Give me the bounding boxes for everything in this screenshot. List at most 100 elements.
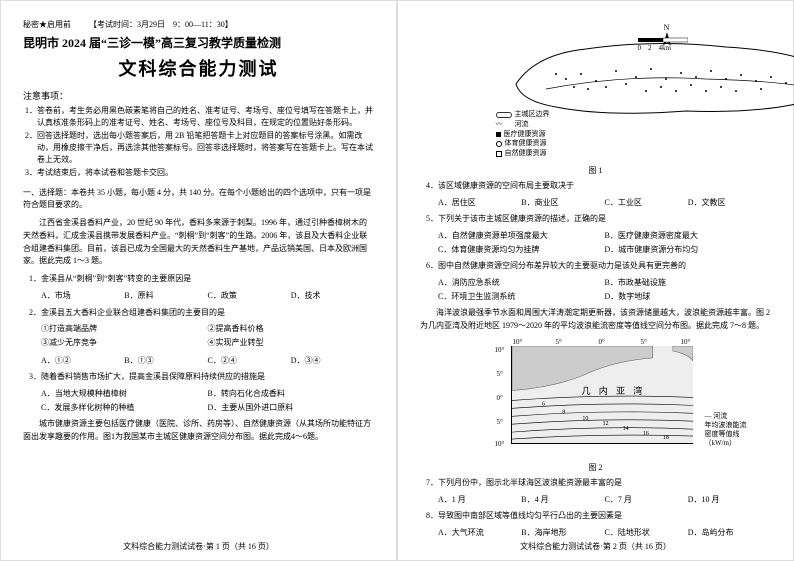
option: D．10 月 [688,493,771,507]
exam-title-2: 文科综合能力测试 [23,55,374,81]
option: A．大气环流 [438,526,521,540]
option: B．转向石化合成香料 [208,387,375,401]
q2-stem: 2．金溪县五大香料企业联合组建香料集团的主要目的是 [29,307,374,320]
option: ③减少无序竞争 [41,336,208,350]
option: ①打造高端品牌 [41,322,208,336]
page-2: N 0 2 4km 主城区边界 〰河流 医疗健康资源 体育健康资源 自然健康资源… [397,0,794,561]
x-tick: 5° [641,338,647,346]
y-tick: 5° [497,370,503,378]
page-footer-1: 文科综合能力测试试卷·第 1 页（共 16 页） [1,541,396,552]
passage-3: 海洋波浪最强季节水面和周围大洋涛潮定期更新器，该资源储量越大，波浪能资源越丰富。… [420,307,771,333]
chart-axes: 6 8 10 12 14 16 18 几 内 亚 湾 [511,346,693,444]
figure-1-label: 图 1 [420,165,771,176]
contour-label: 8 [562,409,565,415]
passage-2: 城市健康资源主要包括医疗健康（医院、诊所、药房等）、自然健康资源（从其场所功能特… [23,418,374,444]
option: A．1 月 [438,493,521,507]
option: C．政策 [208,289,291,303]
legend-item: 〰河流 [496,120,550,130]
option: A．自然健康资源单项强度最大 [438,229,605,243]
exam-title-1: 昆明市 2024 届“三诊一模”高三复习教学质量检测 [23,34,374,51]
gulf-label: 几 内 亚 湾 [582,384,646,397]
square-icon [496,151,502,157]
option: B．原料 [124,289,207,303]
contour-label: 18 [662,435,668,441]
y-tick: 5° [497,418,503,426]
part1-heading: 一、选择题：本卷共 35 小题，每小题 4 分，共 140 分。在每个小题给出的… [23,187,374,211]
chart-legend: — 河流 年均波浪能流密度等值线（kW/m） [705,412,753,448]
legend-item: 主城区边界 [496,110,550,120]
option: A．消防应急系统 [438,276,605,290]
x-tick: 5° [556,338,562,346]
y-tick: 0° [497,394,503,402]
option: D．岛屿分布 [688,526,771,540]
option: C．工业区 [605,196,688,210]
note-item: 2．回答选择题时，选出每小题答案后，用 2B 铅笔把答题卡上对应题目的答案标号涂… [37,130,374,166]
q4-options: A．居住区 B．商业区 C．工业区 D．文教区 [438,196,771,210]
q6-options: A．消防应急系统 B．市政基础设施 C．环境卫生监测系统 D．数字地球 [438,276,771,303]
figure-2-label: 图 2 [420,462,771,473]
legend-label: 主城区边界 [515,110,550,120]
legend-river-label: 河流 [713,412,727,420]
option: D．③④ [291,354,374,368]
option: B．海岸地形 [521,526,604,540]
q8-stem: 8．导致图中南部区域等值线均匀平行凸出的主要因素是 [426,510,771,523]
option: C．发展多样化树种的种植 [41,401,208,415]
option: C．体育健康资源均匀为挂牌 [438,243,605,257]
contour-label: 16 [642,431,648,437]
header-meta: 秘密★启用前 【考试时间：3月29日 9：00—11：30】 [23,19,374,30]
secret-label: 秘密★启用前 [23,20,71,29]
option: ②提高香料价格 [208,322,375,336]
legend-item: 体育健康资源 [496,139,550,149]
figure-1-map: N 0 2 4km 主城区边界 〰河流 医疗健康资源 体育健康资源 自然健康资源 [496,19,696,159]
option: D．文教区 [688,196,771,210]
option: B．①③ [124,354,207,368]
option: D．技术 [291,289,374,303]
note-item: 3．考试结束后，将本试卷和答题卡交回。 [37,167,374,179]
q5-stem: 5．下列关于该市主城区健康资源的描述，正确的是 [426,213,771,226]
y-tick: 10° [495,440,505,448]
q8-options: A．大气环流 B．海岸地形 C．陆地形状 D．岛屿分布 [438,526,771,540]
notes-label: 注意事项： [23,89,374,102]
option: C．②④ [208,354,291,368]
q1-options: A．市场 B．原料 C．政策 D．技术 [41,289,374,303]
option: A．居住区 [438,196,521,210]
option: D．城市健康资源分布均匀 [605,243,772,257]
notes-list: 1．答卷前，考生务必用黑色碳素笔将自己的姓名、准考证号、考场号、座位号填写在答题… [23,105,374,179]
legend-label: 自然健康资源 [505,149,547,159]
q5-options: A．自然健康资源单项强度最大 B．医疗健康资源密度最大 C．体育健康资源均匀为挂… [438,229,771,256]
option: B．医疗健康资源密度最大 [605,229,772,243]
q3-stem: 3．随着香料销售市场扩大，提高金溪县保障原料持续供应的措施是 [29,371,374,384]
option: B．商业区 [521,196,604,210]
q2-statements: ①打造高端品牌 ②提高香料价格 ③减少无序竞争 ④实现产业转型 [41,322,374,349]
q4-stem: 4．该区域健康资源的空间布局主要取决于 [426,180,771,193]
option: B．4 月 [521,493,604,507]
passage-1: 江西省金溪县香料产业，20 世纪 90 年代，香料多来源于刺梨。1996 年，通… [23,217,374,268]
q7-options: A．1 月 B．4 月 C．7 月 D．10 月 [438,493,771,507]
circle-icon [496,141,502,147]
option: C．环境卫生监测系统 [438,290,605,304]
q1-stem: 1．金溪县从“刺桐”到“刺客”转变的主要原因是 [29,273,374,286]
x-tick: 10° [681,338,691,346]
map-legend: 主城区边界 〰河流 医疗健康资源 体育健康资源 自然健康资源 [496,110,550,159]
option: C．7 月 [605,493,688,507]
option: ④实现产业转型 [208,336,375,350]
q7-stem: 7．下列月份中，图示北半球海区波浪能资源最丰富的是 [426,477,771,490]
y-tick: 10° [495,346,505,354]
legend-item: 医疗健康资源 [496,130,550,140]
x-tick: 0° [599,338,605,346]
contour-label: 10 [582,416,588,422]
option: A．市场 [41,289,124,303]
option: B．市政基础设施 [605,276,772,290]
option: D．主要从国外进口原料 [208,401,375,415]
q2-options: A．①② B．①③ C．②④ D．③④ [41,354,374,368]
dot-icon [496,132,501,137]
q6-stem: 6．图中自然健康资源空间分布差异较大的主要驱动力是该处具有更完善的 [426,260,771,273]
exam-time: 【考试时间：3月29日 9：00—11：30】 [89,20,233,29]
contour-label: 14 [622,426,628,432]
note-item: 1．答卷前，考生务必用黑色碳素笔将自己的姓名、准考证号、考场号、座位号填写在答题… [37,105,374,129]
figure-2-chart: 6 8 10 12 14 16 18 几 内 亚 湾 10° 5° 0° 5° … [491,338,701,458]
page-1: 秘密★启用前 【考试时间：3月29日 9：00—11：30】 昆明市 2024 … [0,0,397,561]
legend-label: 医疗健康资源 [504,130,546,140]
legend-item: 自然健康资源 [496,149,550,159]
x-tick: 10° [513,338,523,346]
